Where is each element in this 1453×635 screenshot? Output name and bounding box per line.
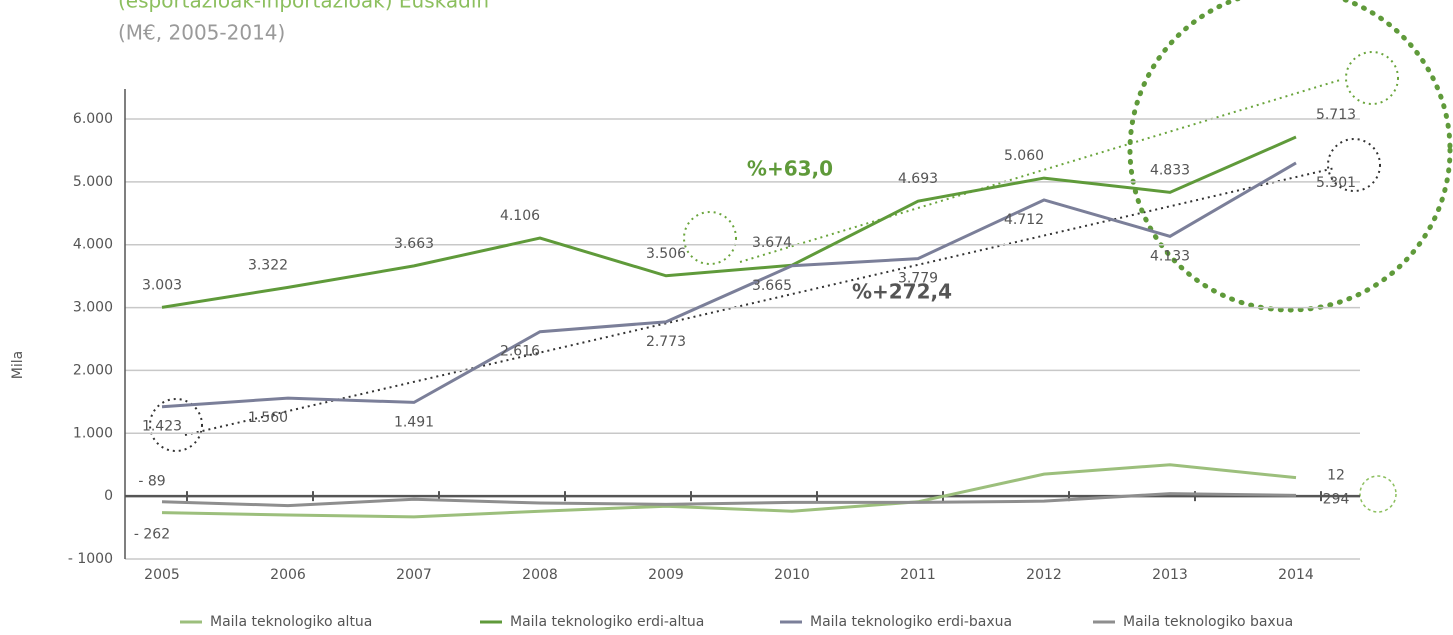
data-label: - 89 xyxy=(138,474,165,490)
x-tick-label: 2008 xyxy=(522,567,558,583)
x-tick-label: 2009 xyxy=(648,567,684,583)
y-tick-label: - 1000 xyxy=(68,551,113,567)
legend-label: Maila teknologiko baxua xyxy=(1123,614,1293,630)
data-label: - 262 xyxy=(134,527,170,543)
data-label: 3.674 xyxy=(752,235,792,251)
decorations xyxy=(150,0,1450,512)
annotation: %+63,0 xyxy=(747,157,833,181)
chart: (esportazioak-inportazioak) Euskadin (M€… xyxy=(0,0,1453,635)
data-label: 4.693 xyxy=(898,171,938,187)
y-tick-label: 2.000 xyxy=(73,362,113,378)
data-label: 3.665 xyxy=(752,278,792,294)
data-label: 3.003 xyxy=(142,277,182,293)
y-tick-label: 5.000 xyxy=(73,174,113,190)
data-label: 4.133 xyxy=(1150,248,1190,264)
x-tick-label: 2006 xyxy=(270,567,306,583)
data-label: 1.423 xyxy=(142,419,182,435)
x-tick-label: 2012 xyxy=(1026,567,1062,583)
data-label: 294 xyxy=(1323,492,1350,508)
chart-subtitle: (M€, 2005-2014) xyxy=(118,21,285,45)
legend-label: Maila teknologiko erdi-baxua xyxy=(810,614,1012,630)
x-tick-label: 2007 xyxy=(396,567,432,583)
data-label: 3.322 xyxy=(248,257,288,273)
x-tick-label: 2013 xyxy=(1152,567,1188,583)
data-label: 4.712 xyxy=(1004,212,1044,228)
data-label: 5.713 xyxy=(1316,107,1356,123)
x-tick-label: 2014 xyxy=(1278,567,1314,583)
data-label: 5.060 xyxy=(1004,148,1044,164)
y-axis-label: Mila xyxy=(10,351,26,379)
y-tick-label: 4.000 xyxy=(73,237,113,253)
chart-title: (esportazioak-inportazioak) Euskadin xyxy=(118,0,489,13)
data-label: 4.106 xyxy=(500,208,540,224)
y-tick-label: 3.000 xyxy=(73,300,113,316)
y-tick-label: 6.000 xyxy=(73,111,113,127)
data-label: 2.616 xyxy=(500,344,540,360)
y-tick-label: 0 xyxy=(104,488,113,504)
data-label: 3.779 xyxy=(898,271,938,287)
data-label: 12 xyxy=(1327,467,1345,483)
data-label: 4.833 xyxy=(1150,162,1190,178)
data-label: 3.506 xyxy=(646,246,686,262)
data-label: 5.301 xyxy=(1316,175,1356,191)
data-label: 1.491 xyxy=(394,414,434,430)
x-tick-label: 2011 xyxy=(900,567,936,583)
legend-label: Maila teknologiko erdi-altua xyxy=(510,614,704,630)
data-label: 3.663 xyxy=(394,236,434,252)
data-label: 2.773 xyxy=(646,334,686,350)
series-line xyxy=(162,465,1296,517)
y-tick-label: 1.000 xyxy=(73,425,113,441)
x-tick-label: 2010 xyxy=(774,567,810,583)
x-tick-label: 2005 xyxy=(144,567,180,583)
legend-label: Maila teknologiko altua xyxy=(210,614,372,630)
data-label: 1.560 xyxy=(248,410,288,426)
